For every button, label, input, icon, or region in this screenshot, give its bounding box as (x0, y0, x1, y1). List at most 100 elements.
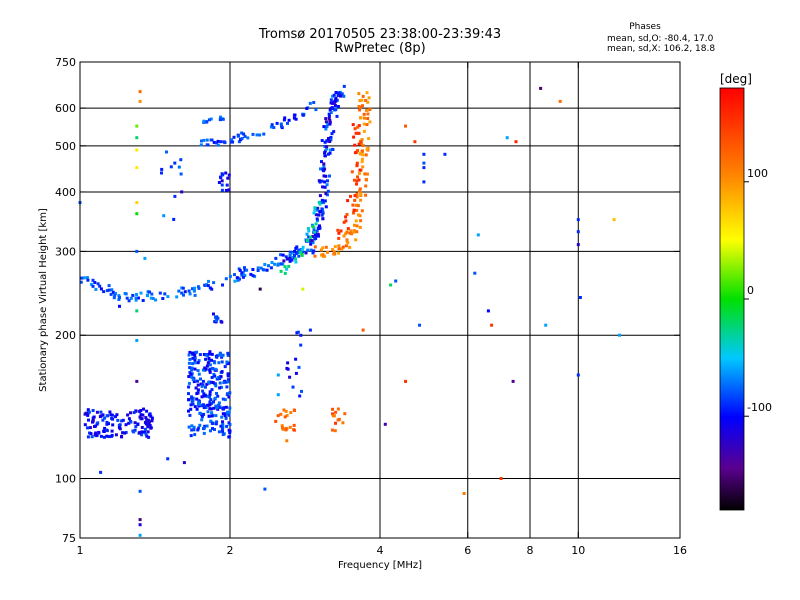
echo-point (205, 364, 209, 368)
echo-point (205, 283, 208, 287)
echo-point (192, 380, 196, 384)
echo-point (98, 415, 102, 419)
echo-point (103, 416, 107, 420)
echo-point (135, 339, 139, 342)
echo-point (190, 428, 194, 432)
echo-point (207, 279, 210, 283)
echo-point (324, 120, 328, 124)
echo-point (262, 132, 266, 136)
echo-point (318, 224, 321, 228)
echo-point (144, 422, 148, 426)
echo-point (329, 136, 333, 140)
echo-point (210, 138, 214, 142)
echo-point (131, 293, 135, 297)
echo-point (200, 404, 204, 408)
echo-point (284, 255, 288, 259)
echo-point (205, 394, 209, 398)
echo-point (97, 430, 101, 434)
echo-point (114, 415, 117, 419)
echo-point (361, 165, 365, 169)
echo-point (404, 379, 407, 383)
echo-point (124, 292, 128, 296)
echo-point (288, 250, 292, 254)
echo-point (327, 112, 331, 116)
echo-point (222, 381, 226, 385)
echo-point (443, 152, 447, 156)
echo-point (357, 104, 361, 108)
echo-point (219, 117, 223, 121)
echo-point (221, 283, 224, 287)
echo-point (205, 424, 209, 428)
echo-point (200, 415, 204, 419)
echo-point (240, 131, 244, 135)
echo-point (357, 142, 361, 146)
echo-point (227, 413, 231, 417)
echo-point (87, 410, 91, 414)
echo-point (240, 271, 244, 275)
echo-point (226, 410, 230, 414)
echo-point (202, 353, 206, 356)
echo-point (138, 90, 142, 94)
echo-point (284, 428, 288, 432)
echo-point (362, 129, 366, 133)
echo-point (314, 108, 318, 112)
echo-point (94, 431, 98, 435)
echo-point (105, 420, 109, 424)
echo-point (180, 190, 184, 194)
echo-point (206, 284, 210, 288)
echo-point (315, 217, 319, 221)
echo-point (127, 421, 131, 425)
echo-point (86, 435, 90, 439)
echo-point (221, 429, 225, 433)
echo-point (511, 379, 515, 383)
echo-point (187, 425, 191, 429)
x-tick-label: 4 (377, 544, 384, 557)
echo-point (202, 138, 206, 142)
echo-point (352, 178, 356, 182)
echo-point (344, 244, 348, 248)
echo-point (111, 423, 115, 427)
echo-point (311, 235, 315, 238)
echo-point (319, 167, 322, 171)
echo-point (109, 292, 113, 296)
echo-point (355, 230, 359, 234)
echo-point (207, 118, 211, 122)
echo-point (288, 259, 292, 263)
echo-point (358, 168, 362, 172)
echo-point (312, 230, 316, 234)
echo-point (134, 425, 138, 429)
echo-point (286, 361, 290, 365)
echo-point (272, 126, 276, 129)
echo-point (576, 373, 580, 377)
echo-point (319, 248, 323, 252)
echo-point (135, 136, 139, 140)
echo-point (364, 193, 368, 197)
echo-point (95, 410, 99, 414)
echo-point (355, 224, 359, 228)
echo-point (227, 428, 231, 432)
echo-point (323, 144, 327, 148)
echo-point (203, 424, 207, 428)
echo-point (224, 380, 228, 384)
echo-point (205, 143, 209, 147)
echo-point (209, 117, 213, 121)
echo-point (124, 423, 128, 427)
echo-point (202, 431, 206, 435)
echo-point (318, 202, 322, 206)
echo-point (337, 236, 341, 240)
echo-point (115, 413, 119, 417)
echo-point (336, 407, 340, 411)
echo-point (301, 250, 305, 254)
echo-point (173, 194, 177, 198)
echo-point (346, 241, 350, 245)
echo-point (195, 407, 199, 411)
echo-point (145, 294, 149, 298)
echo-point (191, 362, 195, 366)
echo-point (87, 418, 90, 422)
echo-point (351, 203, 355, 207)
echo-point (235, 276, 239, 280)
echo-point (103, 426, 107, 430)
echo-point (202, 426, 206, 430)
echo-point (349, 194, 352, 198)
echo-point (389, 283, 393, 287)
